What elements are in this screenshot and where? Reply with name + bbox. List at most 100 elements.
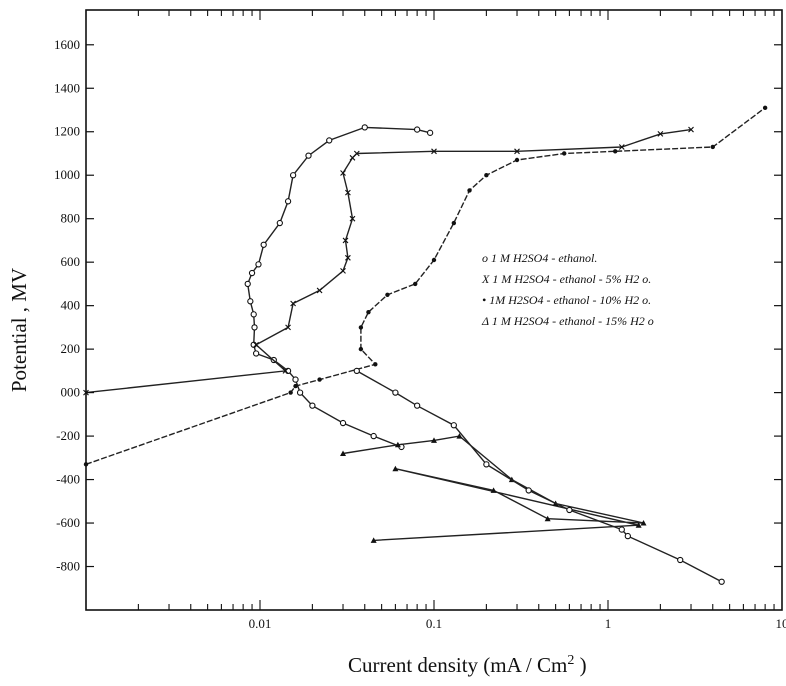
data-point bbox=[339, 419, 347, 427]
series-2 bbox=[83, 126, 694, 396]
y-tick-label: 400 bbox=[61, 298, 81, 313]
data-point bbox=[282, 367, 289, 374]
data-point bbox=[296, 389, 304, 396]
data-point bbox=[349, 154, 356, 161]
y-tick-label: -800 bbox=[56, 559, 80, 574]
data-point bbox=[618, 144, 625, 150]
x-tick-label: 0.1 bbox=[426, 616, 442, 631]
data-point bbox=[255, 261, 262, 268]
legend: o 1 M H2SO4 - ethanol. X 1 M H2SO4 - etha… bbox=[481, 251, 654, 328]
x-tick-label: 1 bbox=[605, 616, 612, 631]
plot-border bbox=[85, 9, 783, 611]
data-point bbox=[370, 537, 377, 543]
data-point bbox=[467, 188, 472, 193]
data-point bbox=[392, 389, 399, 396]
legend-item: • 1M H2SO4 - ethanol - 10% H2 o. bbox=[482, 293, 651, 307]
data-point bbox=[340, 450, 347, 456]
data-point bbox=[340, 267, 346, 274]
plot-frame bbox=[85, 9, 783, 611]
data-point bbox=[514, 148, 520, 155]
data-point bbox=[366, 309, 371, 315]
data-point bbox=[544, 515, 551, 522]
data-point bbox=[276, 219, 283, 227]
data-point bbox=[260, 241, 267, 248]
data-point bbox=[483, 461, 490, 468]
data-point bbox=[431, 437, 437, 443]
data-point bbox=[426, 129, 434, 136]
y-tick-label: 800 bbox=[61, 211, 81, 226]
data-point bbox=[353, 150, 360, 157]
ticks-group: 1600 1400 1200 1000 800 600 400 200 000 -200 -400 -… bbox=[54, 10, 786, 631]
data-point bbox=[490, 487, 497, 493]
data-point bbox=[244, 280, 251, 288]
data-point bbox=[525, 487, 532, 494]
data-point bbox=[373, 362, 378, 367]
legend-item: Δ 1 M H2SO4 - ethanol - 15% H2 o bbox=[481, 314, 654, 328]
data-point bbox=[677, 556, 684, 564]
data-point bbox=[288, 390, 293, 395]
data-point bbox=[657, 131, 664, 137]
data-point bbox=[340, 170, 346, 176]
data-point bbox=[345, 254, 351, 261]
data-point bbox=[83, 462, 89, 467]
data-point bbox=[349, 215, 356, 222]
data-point bbox=[718, 578, 725, 585]
data-point bbox=[451, 220, 457, 226]
y-tick-label: 1200 bbox=[54, 124, 80, 139]
y-axis-title: Potential , MV bbox=[7, 268, 31, 392]
data-point bbox=[361, 124, 368, 131]
data-point bbox=[345, 189, 351, 196]
data-point bbox=[484, 173, 489, 178]
data-point bbox=[252, 350, 260, 357]
data-point bbox=[624, 532, 631, 540]
data-point bbox=[392, 465, 399, 472]
y-tick-label: 1000 bbox=[54, 167, 80, 182]
data-point bbox=[618, 526, 625, 533]
data-point bbox=[710, 144, 715, 150]
data-point bbox=[450, 422, 457, 429]
x-axis-title-main: Current density (mA / Cm bbox=[348, 653, 567, 677]
data-point bbox=[431, 148, 437, 155]
data-point bbox=[293, 383, 298, 389]
data-point bbox=[413, 281, 418, 287]
x-axis-title-superscript: 2 bbox=[567, 653, 574, 668]
data-point bbox=[285, 324, 291, 331]
data-point bbox=[640, 520, 647, 526]
data-point bbox=[514, 157, 520, 163]
data-point bbox=[251, 324, 258, 331]
y-tick-label: 600 bbox=[61, 254, 81, 269]
y-tick-label: 000 bbox=[61, 385, 81, 400]
data-point bbox=[394, 441, 401, 448]
series-1 bbox=[244, 124, 434, 451]
series-group bbox=[83, 105, 768, 585]
legend-item: o 1 M H2SO4 - ethanol. bbox=[482, 251, 597, 265]
data-point bbox=[284, 198, 292, 205]
data-point bbox=[316, 287, 323, 294]
data-point bbox=[613, 149, 618, 154]
series-line bbox=[85, 128, 692, 394]
series-5 bbox=[353, 367, 725, 585]
data-point bbox=[250, 311, 257, 318]
data-point bbox=[413, 126, 421, 133]
data-point bbox=[358, 325, 364, 330]
x-tick-label: 0.01 bbox=[249, 616, 272, 631]
data-point bbox=[289, 172, 297, 179]
y-axis-title-group: Potential , MV bbox=[7, 268, 31, 392]
data-point bbox=[253, 341, 260, 348]
y-tick-label: 1400 bbox=[54, 80, 80, 95]
data-point bbox=[342, 237, 349, 244]
data-point bbox=[247, 298, 254, 305]
data-point bbox=[290, 300, 297, 307]
series-4 bbox=[340, 433, 647, 543]
data-point bbox=[309, 402, 316, 409]
y-tick-label: 200 bbox=[61, 341, 81, 356]
data-point bbox=[353, 367, 360, 375]
data-point bbox=[635, 522, 642, 528]
data-point bbox=[326, 137, 333, 144]
y-tick-label: -200 bbox=[56, 428, 80, 443]
data-point bbox=[561, 151, 567, 156]
x-axis-title: Current density (mA / Cm2 ) bbox=[348, 653, 587, 677]
data-point bbox=[317, 377, 322, 382]
series-3 bbox=[83, 105, 768, 467]
